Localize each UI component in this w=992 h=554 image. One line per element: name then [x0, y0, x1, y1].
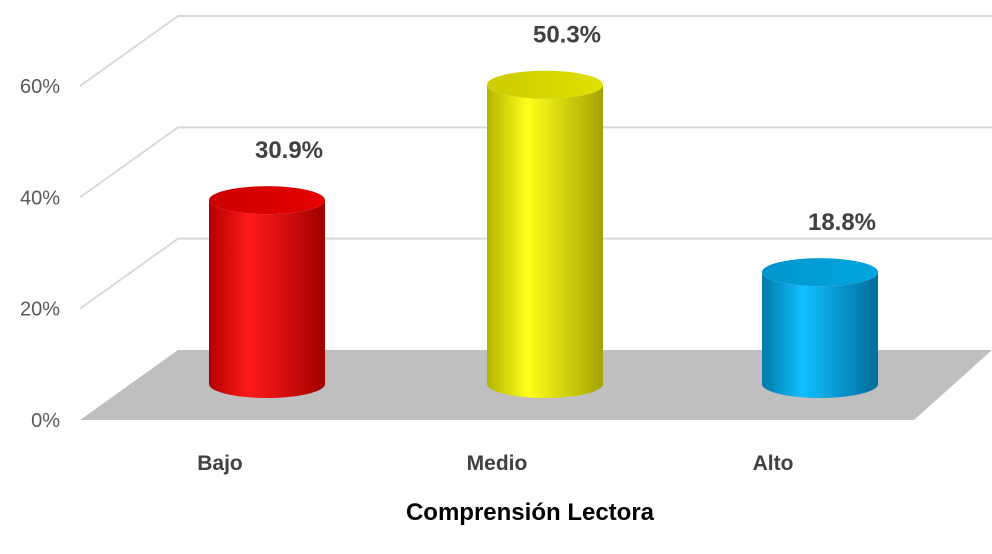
bar-top [762, 258, 878, 287]
y-tick-label: 60% [20, 76, 60, 98]
bar-top [209, 186, 325, 215]
data-label: 18.8% [808, 209, 876, 236]
data-label: 50.3% [533, 22, 601, 49]
gridline [79, 15, 992, 87]
bar-body [762, 272, 878, 398]
x-axis-title: Comprensión Lectora [406, 499, 655, 526]
category-label: Medio [467, 452, 528, 475]
bar-top [487, 70, 603, 99]
bar-bajo [209, 186, 325, 398]
gridline [79, 237, 992, 310]
bar-alto [762, 258, 878, 398]
gridline [79, 126, 992, 199]
data-label: 30.9% [255, 137, 323, 164]
bar-body [209, 200, 325, 398]
y-tick-label: 0% [31, 410, 60, 432]
bar-medio [487, 70, 603, 398]
bar-body [487, 84, 603, 398]
category-label: Bajo [197, 452, 243, 475]
y-tick-label: 40% [20, 187, 60, 209]
y-tick-label: 20% [20, 299, 60, 321]
category-label: Alto [753, 452, 794, 475]
